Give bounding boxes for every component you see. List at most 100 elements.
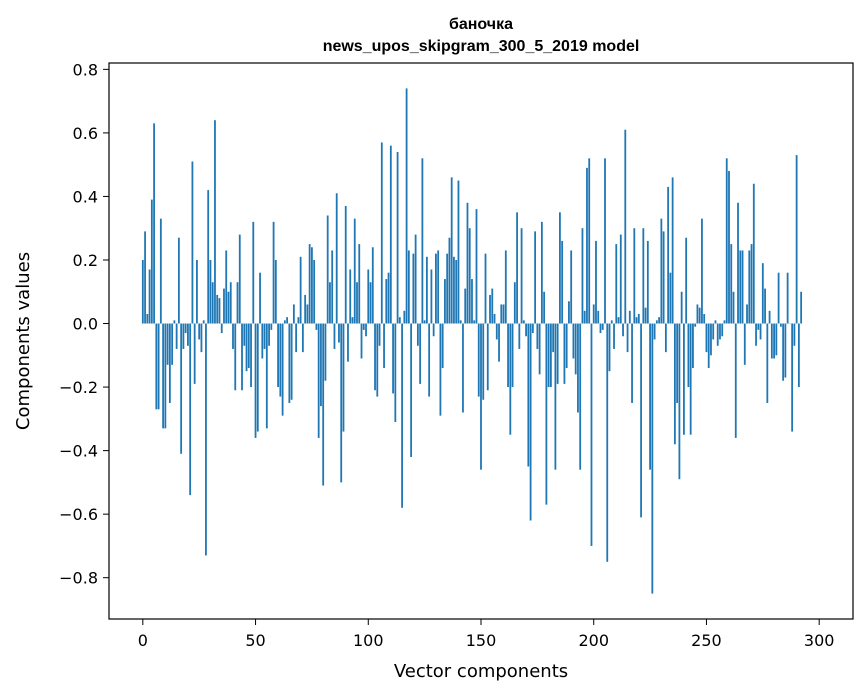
bar-10 [164,323,167,429]
bar-42 [236,282,239,324]
bar-4 [150,199,153,324]
bar-216 [628,310,631,324]
bar-119 [410,323,413,457]
bar-17 [180,323,183,454]
bar-265 [739,250,742,324]
bar-6 [155,323,158,410]
bar-129 [432,323,435,337]
bar-177 [540,221,543,324]
bar-241 [685,237,688,324]
bar-7 [157,323,160,410]
bar-292 [800,291,803,324]
bar-179 [545,323,548,505]
bar-108 [385,279,388,324]
bar-155 [491,288,494,324]
bar-66 [290,323,293,400]
bar-200 [592,304,595,324]
bar-79 [320,323,322,407]
bar-58 [272,221,275,324]
bar-193 [577,323,579,413]
bar-227 [653,323,656,340]
bar-261 [730,244,733,324]
bar-165 [513,282,516,324]
bar-51 [256,323,259,432]
chart-title-line1: баночка [449,16,513,33]
y-tick-label: 0.4 [73,187,98,206]
bar-114 [398,317,401,324]
bar-171 [527,323,530,467]
bar-56 [268,323,270,346]
bar-229 [658,317,661,324]
bar-34 [218,298,221,324]
bar-80 [322,323,325,486]
y-tick-label: 0.2 [73,251,98,270]
bar-120 [412,253,415,324]
bar-61 [279,323,282,397]
bar-69 [297,317,300,324]
bar-74 [308,244,311,324]
bar-256 [719,323,721,340]
bar-163 [509,323,512,435]
y-tick-label: −0.6 [59,505,98,524]
bar-208 [610,320,613,324]
bar-223 [644,307,647,324]
bar-289 [793,323,796,346]
bar-24 [196,259,198,324]
bar-181 [549,323,552,388]
bar-88 [340,323,343,483]
bar-117 [405,88,408,324]
bar-182 [552,323,555,353]
bar-127 [428,323,431,397]
x-tick-label: 150 [466,631,497,650]
bar-242 [687,323,690,388]
bar-195 [581,228,584,324]
bar-280 [773,323,775,359]
bar-75 [311,247,313,324]
bar-32 [214,120,216,324]
bar-100 [367,269,370,324]
bar-8 [159,218,162,324]
bar-174 [534,231,537,324]
y-axis-label: Components values [13,252,34,430]
bar-274 [759,323,762,340]
bar-141 [459,320,462,324]
bar-185 [559,212,561,324]
bar-49 [252,221,255,324]
bar-81 [324,323,327,381]
bar-124 [421,158,424,324]
bar-240 [683,323,685,435]
bar-47 [247,323,250,369]
bar-123 [419,323,422,384]
bar-172 [529,323,532,521]
bar-125 [423,320,426,324]
bar-71 [301,323,304,353]
bar-148 [475,209,478,324]
bar-45 [243,323,246,346]
bar-175 [536,323,539,349]
bar-169 [522,320,525,324]
bar-93 [351,317,354,324]
y-tick-label: −0.8 [59,569,98,588]
bar-202 [597,310,600,324]
bar-25 [198,323,201,340]
y-axis-ticks: −0.8 −0.6 −0.4 −0.2 0.0 0.2 0.4 0.6 0.8 [59,60,109,588]
bar-12 [168,323,171,403]
bar-233 [667,186,670,324]
bar-153 [486,323,489,391]
bar-99 [365,323,367,337]
bar-52 [259,272,261,324]
bar-145 [468,228,471,324]
bar-68 [295,323,298,353]
bar-83 [329,282,331,324]
bar-258 [723,320,726,324]
bar-132 [439,323,442,416]
bar-203 [599,323,602,334]
bar-29 [207,190,210,324]
bar-186 [561,240,564,324]
bar-85 [333,323,336,349]
bar-89 [342,323,345,432]
bar-53 [261,323,264,359]
bar-36 [223,288,225,324]
bar-278 [768,310,771,324]
